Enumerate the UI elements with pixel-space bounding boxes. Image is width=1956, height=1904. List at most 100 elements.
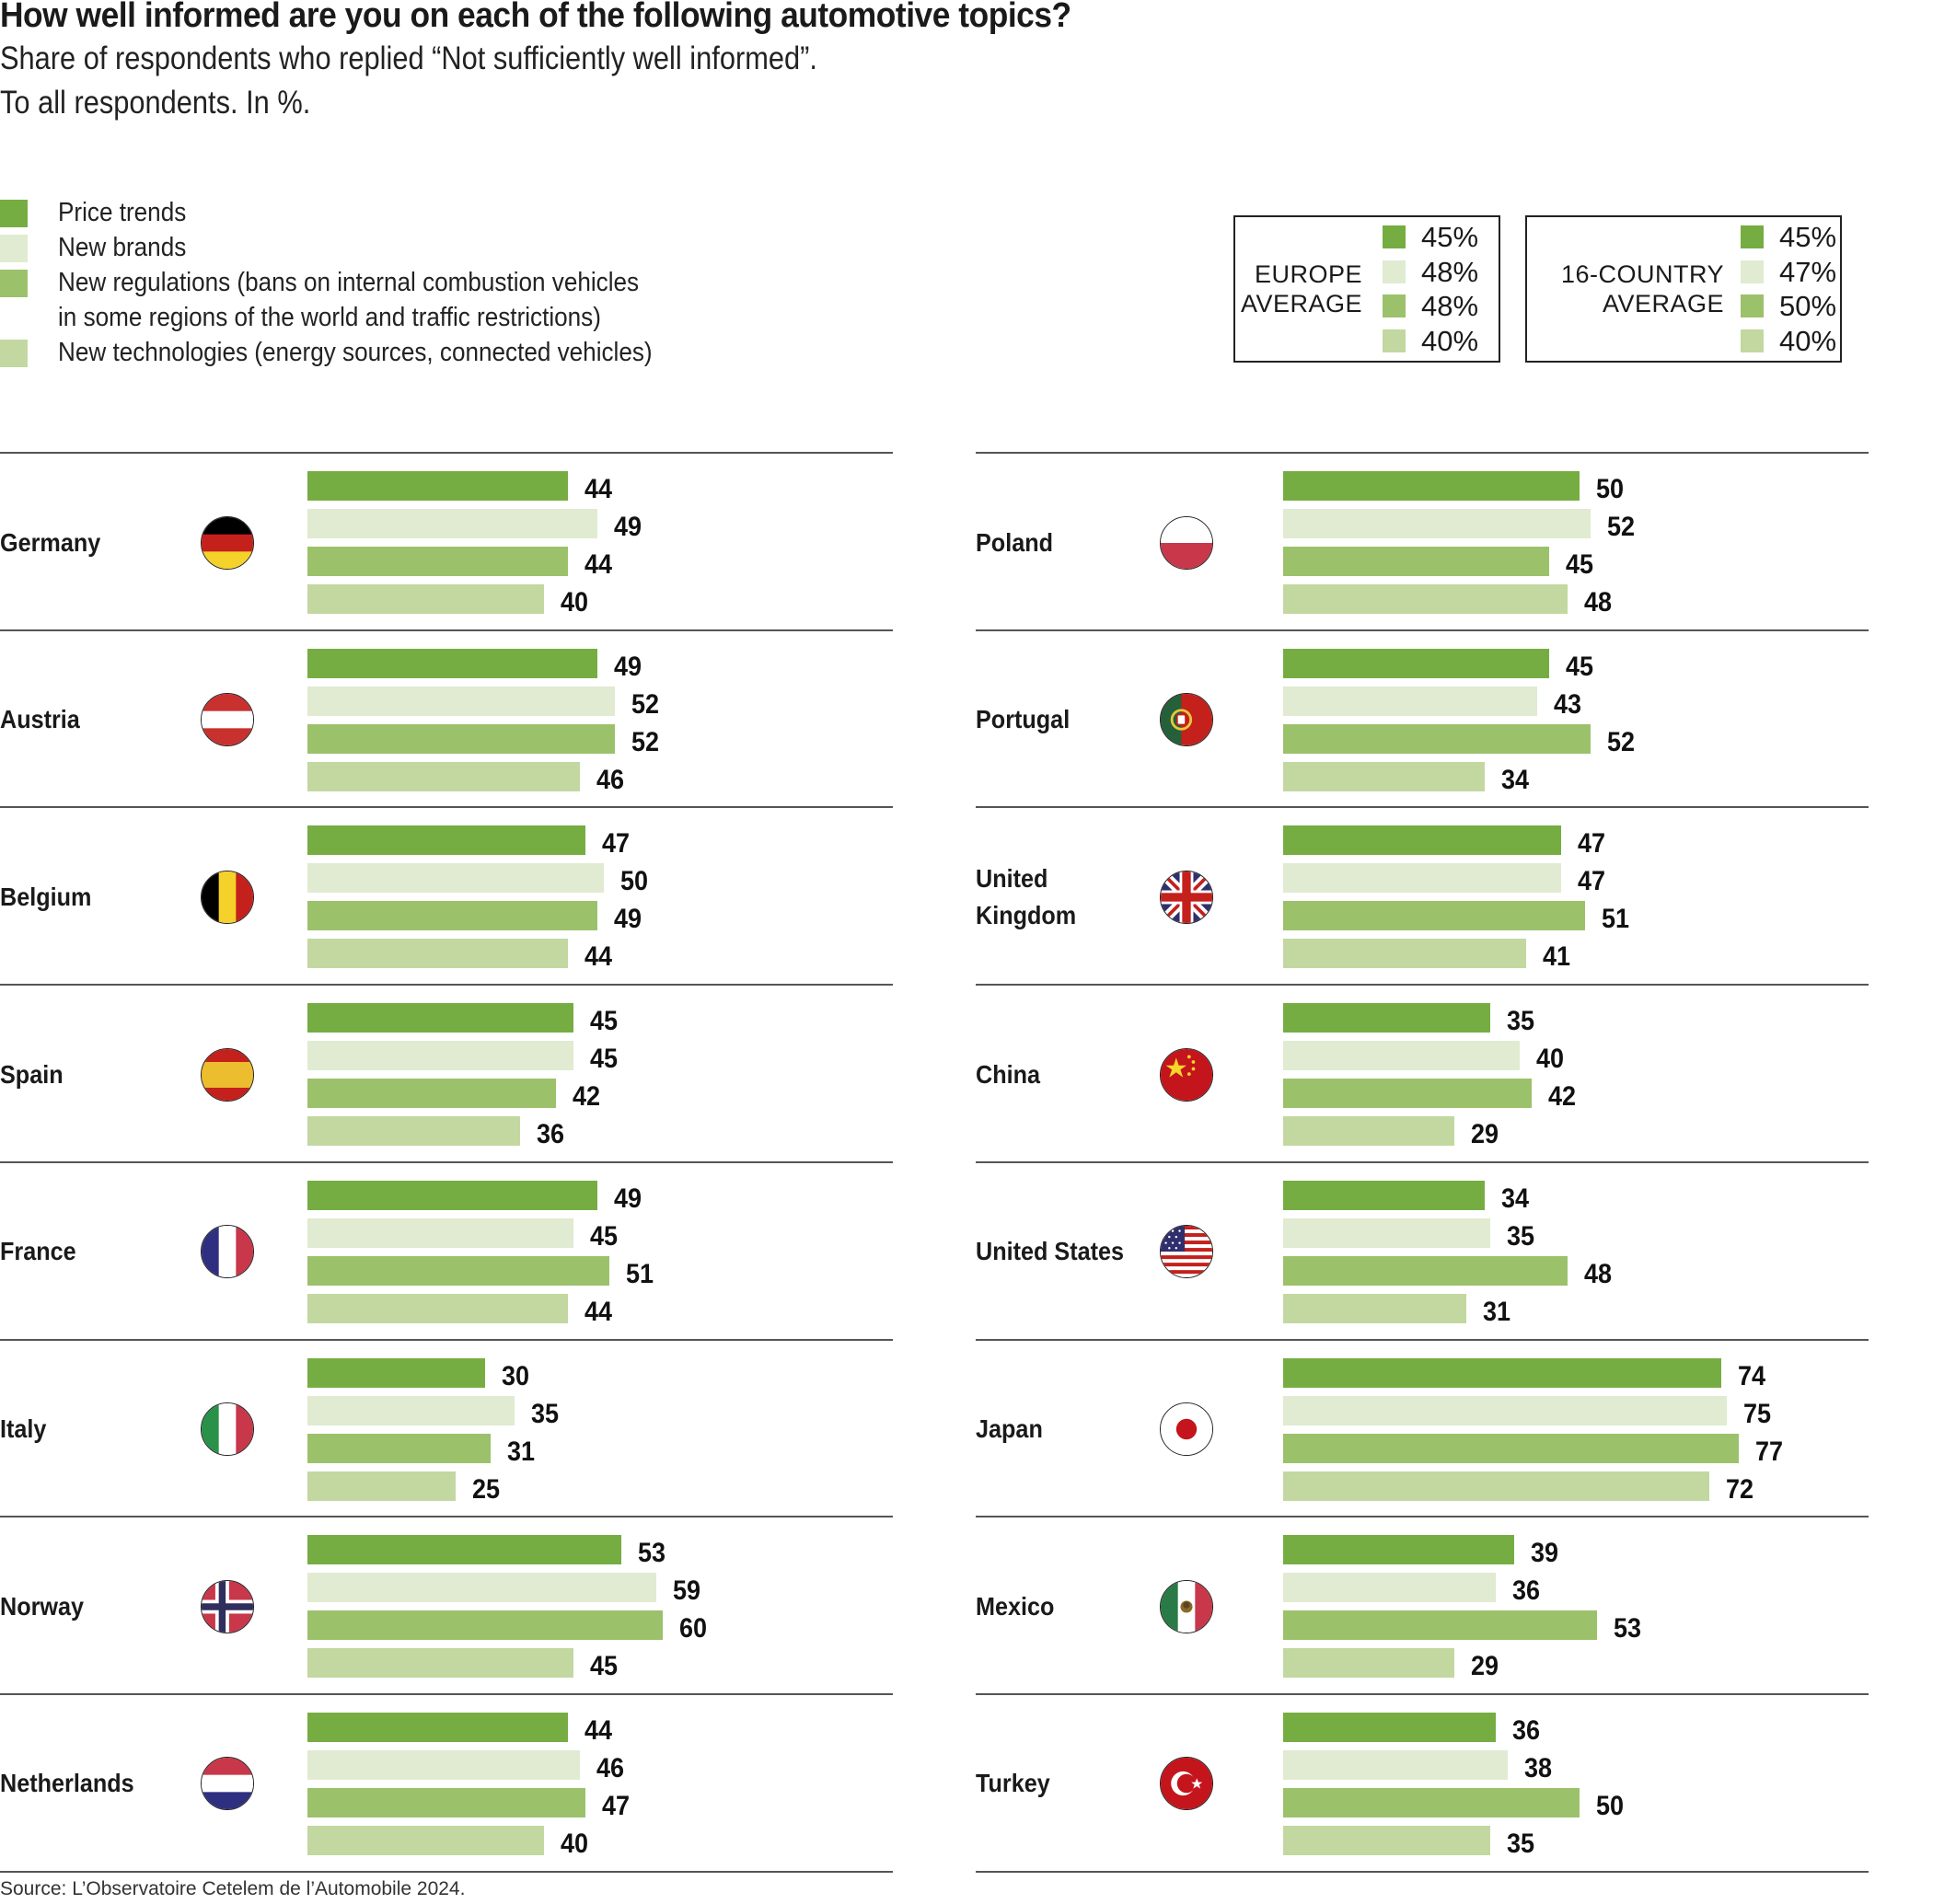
country-label: Belgium	[0, 879, 91, 916]
bar-new-technologies	[1283, 584, 1568, 614]
united-kingdom-flag-icon	[1160, 870, 1213, 924]
bar-new-technologies	[307, 761, 580, 791]
average-label: 16-COUNTRY AVERAGE	[1561, 260, 1724, 318]
bar-value-label: 50	[1595, 1790, 1624, 1821]
average-swatch-price-trends	[1741, 225, 1764, 248]
bar-value-label: 39	[1530, 1538, 1558, 1569]
legend-label: New regulations (bans on internal combus…	[58, 268, 640, 297]
japan-flag-icon	[1160, 1402, 1213, 1456]
bar-value-label: 50	[619, 866, 648, 897]
bar-price-trends	[1283, 825, 1562, 856]
bar-value-label: 45	[1566, 651, 1594, 682]
bar-new-brands	[1283, 1395, 1728, 1425]
legend-swatch-new-brands	[0, 235, 28, 262]
country-label: United States	[976, 1233, 1124, 1270]
belgium-flag-icon	[201, 870, 254, 924]
row-divider	[0, 1870, 893, 1873]
bar-value-label: 40	[1536, 1044, 1565, 1075]
bar-value-label: 45	[590, 1651, 619, 1682]
bar-value-label: 40	[561, 587, 589, 617]
bar-value-label: 46	[596, 764, 624, 795]
average-value: 50%	[1779, 290, 1837, 322]
bar-new-regulations	[1283, 1255, 1568, 1286]
country-label: Norway	[0, 1588, 84, 1625]
bar-value-label: 45	[590, 1006, 619, 1037]
bar-value-label: 74	[1737, 1360, 1765, 1391]
average-value: 48%	[1421, 255, 1479, 288]
average-label-line: EUROPE	[1254, 260, 1362, 288]
country-label: China	[976, 1056, 1040, 1093]
country-label-line: Netherlands	[0, 1769, 134, 1798]
bar-new-regulations	[307, 1787, 586, 1817]
bar-new-technologies	[307, 1293, 568, 1323]
average-swatch-new-technologies	[1741, 329, 1764, 352]
bar-new-brands	[307, 1041, 574, 1071]
bar-value-label: 75	[1743, 1398, 1772, 1429]
row-divider	[976, 629, 1869, 631]
bar-value-label: 40	[561, 1828, 589, 1859]
bar-value-label: 52	[631, 726, 660, 757]
average-value: 40%	[1779, 324, 1837, 357]
average-label-line: AVERAGE	[1602, 290, 1724, 317]
country-label: United Kingdom	[976, 860, 1076, 934]
bar-new-brands	[1283, 1573, 1497, 1603]
austria-flag-icon	[201, 693, 254, 747]
bar-value-label: 42	[573, 1081, 601, 1113]
bar-value-label: 48	[1583, 1258, 1612, 1289]
country-label-line: United	[976, 863, 1048, 893]
bar-value-label: 42	[1548, 1081, 1577, 1113]
row-divider	[976, 1338, 1869, 1341]
bar-price-trends	[307, 1357, 485, 1388]
bar-value-label: 49	[614, 512, 642, 542]
row-divider	[976, 452, 1869, 454]
country-label: Turkey	[976, 1765, 1050, 1802]
average-swatch-new-brands	[1741, 260, 1764, 283]
bar-price-trends	[307, 471, 568, 501]
bar-new-brands	[307, 686, 616, 716]
bar-new-technologies	[307, 584, 545, 614]
bar-new-technologies	[1283, 1116, 1455, 1147]
bar-value-label: 47	[602, 1790, 631, 1821]
country-label: Austria	[0, 701, 80, 738]
row-divider	[976, 1516, 1869, 1518]
bar-new-regulations	[307, 723, 616, 754]
bar-new-brands	[307, 1395, 515, 1425]
bar-value-label: 46	[596, 1752, 624, 1783]
bar-value-label: 30	[501, 1360, 529, 1391]
bar-value-label: 36	[1512, 1575, 1541, 1607]
average-swatch-new-regulations	[1383, 294, 1406, 317]
portugal-flag-icon	[1160, 693, 1213, 747]
bar-value-label: 47	[1578, 828, 1606, 860]
country-label-line: Norway	[0, 1591, 85, 1621]
average-label: EUROPE AVERAGE	[1241, 260, 1362, 318]
bar-value-label: 72	[1725, 1473, 1753, 1505]
bar-value-label: 47	[602, 828, 631, 860]
bar-value-label: 38	[1524, 1752, 1553, 1783]
country-label: Spain	[0, 1056, 64, 1093]
country-label: Poland	[976, 525, 1053, 561]
sixteen-country-average-box: 16-COUNTRY AVERAGE 45% 47% 50% 40%	[1525, 215, 1842, 363]
bar-value-label: 50	[1595, 474, 1624, 504]
country-label: France	[0, 1233, 76, 1270]
country-label-line: Mexico	[976, 1591, 1055, 1621]
source-note: Source: L’Observatoire Cetelem de l’Auto…	[0, 1878, 466, 1899]
bar-value-label: 59	[673, 1575, 701, 1607]
bar-value-label: 44	[584, 941, 612, 973]
bar-price-trends	[1283, 1535, 1514, 1565]
bar-new-brands	[1283, 686, 1538, 716]
bar-new-regulations	[307, 901, 598, 931]
bar-new-brands	[307, 863, 604, 894]
bar-new-technologies	[1283, 1471, 1709, 1501]
bar-value-label: 49	[614, 651, 642, 682]
bar-new-brands	[1283, 1041, 1521, 1071]
bar-new-regulations	[1283, 901, 1585, 931]
country-label-line: Japan	[976, 1414, 1043, 1443]
legend-label: in some regions of the world and traffic…	[58, 303, 601, 332]
bar-value-label: 29	[1471, 1119, 1499, 1150]
row-divider	[0, 629, 893, 631]
average-label-line: 16-COUNTRY	[1560, 260, 1724, 288]
bar-new-technologies	[307, 1648, 574, 1679]
bar-value-label: 49	[614, 1183, 642, 1214]
average-value: 40%	[1421, 324, 1479, 357]
row-divider	[976, 1160, 1869, 1163]
